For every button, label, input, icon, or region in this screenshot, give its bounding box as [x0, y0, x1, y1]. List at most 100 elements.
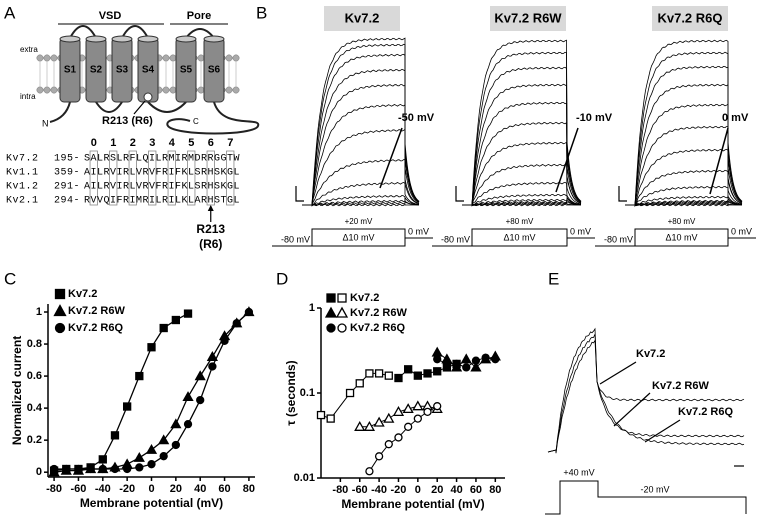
marker	[491, 355, 500, 364]
pointer	[555, 127, 579, 193]
panel-title: Kv7.2 R6W	[494, 10, 562, 25]
marker	[54, 322, 66, 334]
current-trace	[462, 200, 581, 207]
alignment-box	[187, 150, 196, 206]
marker	[133, 451, 145, 462]
y-axis-label: Normalized current	[10, 336, 24, 445]
marker	[394, 373, 403, 383]
marker	[158, 434, 170, 445]
sequence: SALRSLRFLQILRMIRMDRRGGTW	[84, 154, 240, 165]
title-box	[652, 6, 728, 31]
loop	[95, 101, 123, 113]
x-tick-label: -60	[70, 483, 86, 495]
fit-line	[54, 313, 189, 472]
protocol-label: Δ10 mV	[503, 232, 535, 242]
current-trace	[302, 43, 420, 206]
y-tick-label: 0.1	[300, 387, 315, 399]
panel-label: A	[4, 3, 16, 22]
current-trace	[625, 51, 743, 206]
marker	[147, 343, 156, 352]
current-trace	[625, 103, 743, 206]
marker	[481, 353, 490, 362]
position-label: 1	[110, 137, 116, 149]
domain-label: VSD	[99, 10, 122, 22]
panel-title: Kv7.2	[345, 10, 380, 25]
segment-label: S2	[90, 65, 103, 76]
x-tick-label: 20	[431, 484, 443, 496]
marker	[404, 365, 413, 374]
x-tick-label: 0	[415, 484, 421, 496]
legend-label: Kv7.2 R6Q	[68, 322, 123, 334]
lipid-head	[232, 54, 240, 62]
protocol-label: +40 mV	[563, 467, 594, 477]
lipid-head	[36, 54, 44, 62]
marker	[206, 351, 218, 362]
marker	[183, 309, 193, 318]
x-tick-label: -40	[95, 483, 111, 495]
marker	[135, 371, 144, 381]
current-trace	[302, 203, 419, 207]
trace-label: Kv7.2 R6W	[652, 380, 709, 392]
alignment-box	[128, 150, 137, 206]
lipid-head	[232, 86, 240, 94]
marker	[335, 306, 349, 318]
marker	[135, 463, 144, 472]
marker	[183, 419, 193, 429]
lipid-head	[50, 54, 58, 62]
y-tick-label: 0	[36, 466, 42, 478]
channel-name: Kv2.1	[6, 196, 39, 207]
marker	[98, 464, 107, 474]
current-trace	[462, 39, 582, 206]
lipid-head	[197, 86, 205, 94]
side-label: extra	[20, 45, 38, 54]
panel-label: B	[256, 3, 267, 22]
segment-label: S6	[208, 65, 221, 76]
panel-label: D	[276, 269, 288, 288]
current-trace	[462, 66, 582, 206]
marker	[423, 369, 432, 378]
alignment-box	[148, 150, 157, 206]
current-trace	[462, 51, 582, 206]
marker	[354, 420, 366, 431]
segment-label: S5	[180, 65, 193, 76]
current-trace	[462, 181, 582, 206]
pointer	[379, 127, 403, 189]
y-tick-label: 1	[309, 302, 315, 314]
marker	[54, 288, 66, 300]
marker	[53, 304, 67, 317]
y-tick-label: 0.01	[294, 472, 315, 484]
current-trace	[302, 128, 420, 206]
lipid-head	[162, 86, 170, 94]
marker	[110, 431, 120, 440]
marker	[373, 416, 385, 427]
legend-label: Kv7.2	[350, 292, 379, 304]
position-label: 7	[227, 137, 233, 149]
marker	[423, 407, 432, 417]
protocol-line	[545, 480, 747, 515]
x-tick-label: -40	[371, 484, 387, 496]
current-trace	[462, 101, 582, 206]
marker	[433, 402, 442, 411]
lipid-head	[169, 54, 177, 62]
position-label: 2	[130, 137, 136, 149]
loop	[121, 25, 149, 39]
current-trace	[462, 121, 582, 206]
marker	[316, 410, 326, 420]
marker	[384, 440, 393, 449]
helix-top	[59, 35, 81, 43]
alignment-box	[167, 150, 176, 206]
sequence-start: 291-	[54, 182, 80, 193]
legend-label: Kv7.2 R6W	[68, 305, 125, 317]
x-axis-label: Membrane potential (mV)	[80, 496, 223, 510]
c-terminus	[166, 101, 260, 135]
panel-label: C	[4, 269, 16, 288]
legend-label: Kv7.2	[68, 288, 97, 300]
segment-label: S4	[142, 65, 155, 76]
y-tick-label: 0.6	[27, 370, 42, 382]
marker	[402, 403, 414, 414]
marker	[122, 402, 132, 411]
y-tick-label: 0.8	[27, 338, 42, 350]
marker	[196, 395, 205, 405]
loop	[185, 28, 215, 39]
current-trace	[547, 327, 745, 453]
